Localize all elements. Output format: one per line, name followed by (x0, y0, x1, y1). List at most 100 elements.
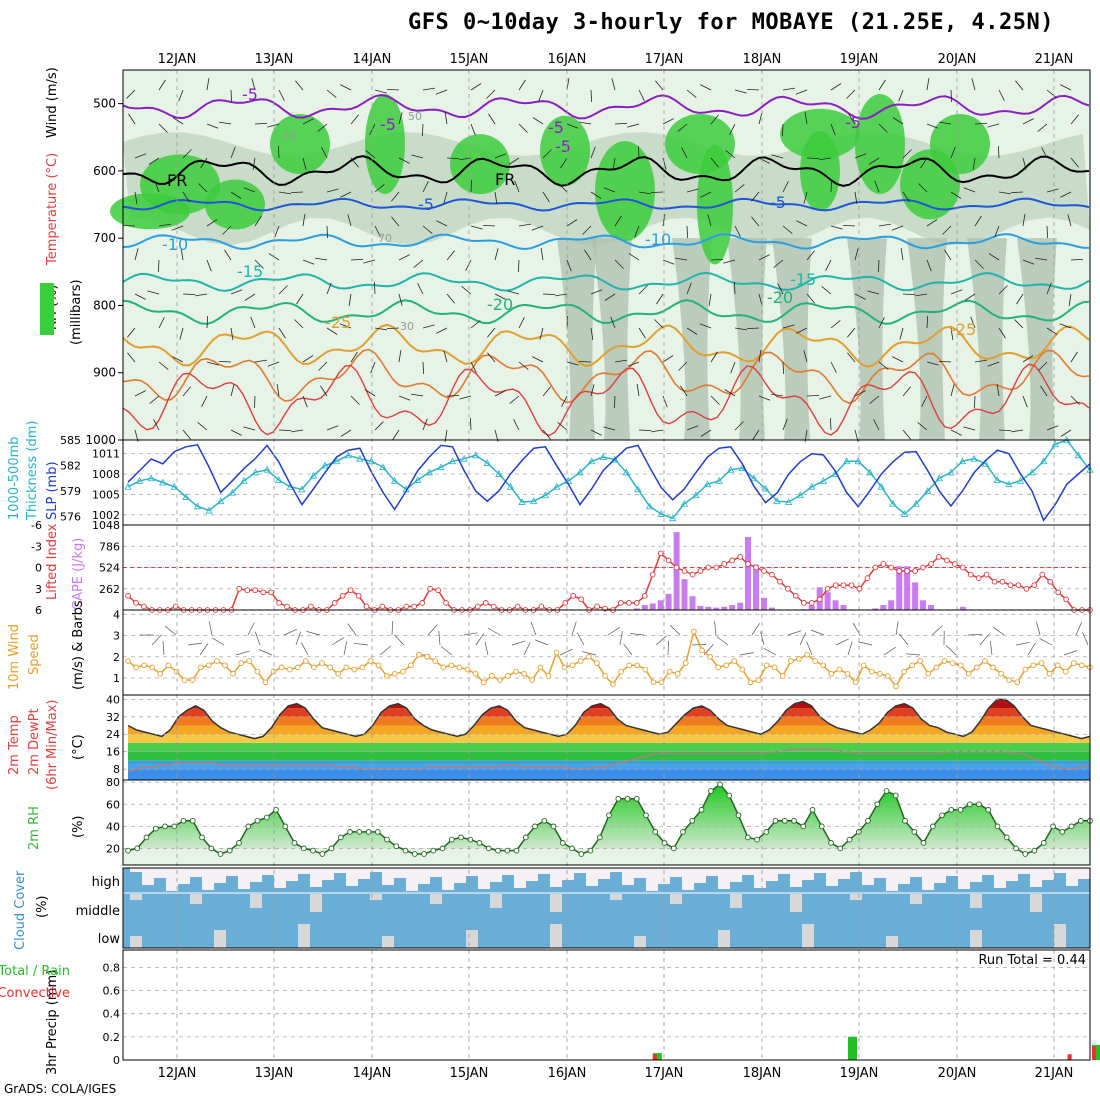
cloud-high-gap (802, 868, 814, 880)
wind-barb-10m (394, 634, 405, 646)
lifted-index-point (951, 561, 958, 567)
wind-barb (486, 89, 496, 99)
cloud-high-gap (478, 868, 490, 889)
wind-barb (662, 395, 668, 408)
wind-barb (974, 259, 984, 269)
wind-barb (708, 293, 712, 306)
wind-barb (994, 225, 1000, 238)
wind-barb (611, 78, 616, 91)
legend-total-rain: Total / Rain (0, 964, 70, 979)
wind-barb (350, 395, 360, 405)
wind-barb (326, 225, 328, 239)
wind-barb (446, 157, 460, 159)
wind-barb (340, 191, 352, 198)
wind-barb (1046, 188, 1059, 193)
wind-barb (122, 225, 136, 227)
li-tick-label: -3 (31, 540, 42, 553)
thickness-point (877, 482, 886, 490)
thickness-point (889, 499, 897, 507)
contour-label: -10 (162, 235, 188, 254)
wind-barb (614, 395, 616, 409)
thickness-point (344, 451, 352, 459)
wind-barb-10m (235, 650, 250, 656)
cloud-low-gap (466, 930, 478, 948)
wind-barb (614, 215, 622, 227)
wind-barb (746, 89, 760, 91)
lifted-index-point (1047, 578, 1054, 585)
wind-tick-label: 3 (113, 630, 120, 643)
thickness-point (460, 454, 468, 462)
cloud-high-gap (598, 868, 610, 879)
wind-barb (987, 361, 1000, 367)
wind-barb (988, 253, 1000, 261)
wind-barb (494, 153, 507, 159)
rh-2m-point (374, 829, 381, 835)
wind-speed-point (577, 658, 584, 664)
lifted-index-point (888, 564, 895, 571)
cape-bar (880, 605, 887, 610)
wind-barb (435, 89, 448, 95)
cloud-high-gap (394, 868, 406, 878)
thickness-point (472, 451, 480, 459)
lifted-index-point (673, 564, 680, 571)
wind-barb (398, 157, 410, 164)
wind-speed-point (529, 677, 536, 683)
wind-barb (197, 422, 208, 431)
thickness-point (727, 465, 735, 473)
rh-2m-point (495, 847, 501, 854)
contour-label: -5 (380, 115, 396, 134)
wind-speed-point (302, 658, 309, 664)
wind-barb (915, 293, 928, 297)
wind-barb (1015, 80, 1024, 91)
thickness-point (332, 457, 341, 465)
wind-barb-10m (438, 631, 441, 646)
wind-barb (555, 293, 568, 297)
wind-barb (443, 350, 448, 363)
thickness-point (147, 474, 155, 482)
wind-speed-point (788, 658, 794, 664)
wind-barb (465, 259, 472, 271)
lifted-index-point (745, 561, 751, 567)
rh-2m-point (828, 840, 834, 846)
wind-speed-point (157, 670, 164, 677)
wind-barb (252, 157, 256, 170)
cloud-label-middle: middle (76, 904, 120, 919)
wind-barb (873, 419, 880, 431)
temp-band (128, 760, 1090, 765)
wind-barb (819, 395, 832, 400)
wind-barb (638, 429, 652, 431)
rh-green-patch (450, 134, 510, 195)
wind-barb (758, 350, 762, 363)
wind-speed-point (400, 668, 406, 675)
wind-speed-point (327, 664, 333, 671)
rh-2m-point (152, 825, 159, 832)
wind-barb (182, 429, 191, 440)
wind-barb (892, 356, 904, 363)
rh-2m-point (236, 840, 242, 846)
wind-barb (854, 390, 866, 397)
wind-barb (350, 157, 359, 168)
wind-barb (950, 384, 955, 397)
thickness-point (1005, 480, 1013, 488)
wind-barb (398, 112, 403, 125)
wind-barb (1022, 157, 1027, 170)
rh-plume (672, 238, 712, 440)
wind-barb (487, 352, 496, 363)
isotherm-line (122, 197, 1090, 212)
temp-tick-label: 32 (106, 711, 120, 724)
axis-label-temperature: Temperature (°C) (45, 153, 60, 266)
rh-2m-point (1013, 845, 1019, 852)
axis-label-wind-1: 10m Wind (7, 624, 22, 690)
wind-barb (514, 180, 520, 193)
rh-2m-point (550, 823, 557, 830)
wind-barb (317, 123, 328, 132)
cloud-high-gap (766, 868, 778, 881)
wind-speed-point (594, 660, 600, 666)
cloud-high-gap (214, 868, 226, 883)
cape-bar (697, 605, 704, 610)
thickness-tick-label: 579 (60, 485, 81, 498)
lifted-index-point (419, 600, 426, 606)
wind-barb (398, 395, 411, 401)
cloud-mid-gap (1030, 894, 1042, 912)
thickness-point (912, 499, 920, 507)
